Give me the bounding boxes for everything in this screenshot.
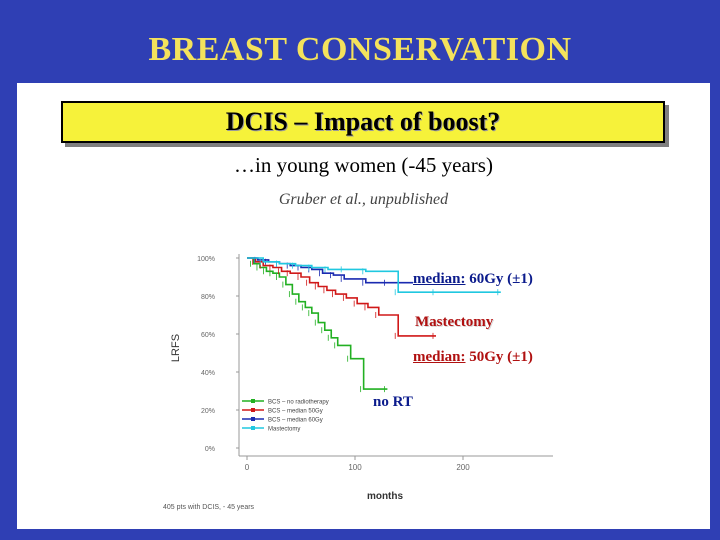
legend-marker <box>251 426 255 430</box>
annotation-median-60: median: 60Gy (±1) <box>413 270 533 288</box>
legend-label: BCS – median 50Gy <box>268 409 323 415</box>
annotation-no-rt: no RT <box>373 394 413 410</box>
km-curve <box>247 257 388 390</box>
citation: Gruber et al., unpublished <box>278 191 449 208</box>
chart-footnote: 405 pts with DCIS, - 45 years <box>163 504 255 511</box>
slide: BREAST CONSERVATION DCIS – Impact of boo… <box>7 7 713 533</box>
legend-label: Mastectomy <box>268 427 300 433</box>
chart-ticks: 0% 20% 40% 60% 80% 100% 0 100 200 <box>197 256 470 472</box>
chart-legend: BCS – no radiotherapy BCS – median 50Gy BC… <box>242 399 329 433</box>
y-tick-label: 40% <box>201 370 215 377</box>
slide-title: BREAST CONSERVATION <box>148 31 572 68</box>
legend-label: BCS – no radiotherapy <box>268 400 329 406</box>
subtitle-box: DCIS – Impact of boost? <box>61 101 665 143</box>
subheading: …in young women (-45 years) <box>234 153 493 177</box>
median-50-value: 50Gy (±1) <box>465 349 533 365</box>
legend-marker <box>251 408 255 412</box>
median-60-word: median: <box>413 271 466 287</box>
x-tick-label: 0 <box>245 463 250 472</box>
y-tick-label: 100% <box>197 256 215 263</box>
legend-marker <box>251 417 255 421</box>
chart-axes <box>238 254 553 457</box>
y-tick-label: 0% <box>205 446 215 453</box>
median-50-word: median: <box>413 349 466 365</box>
subtitle-text: DCIS – Impact of boost? <box>225 107 501 136</box>
km-chart: 0% 20% 40% 60% 80% 100% 0 100 200 BCS – no radio… <box>163 254 553 511</box>
legend-label: BCS – median 60Gy <box>268 418 323 424</box>
annotation-mastectomy: Mastectomy <box>415 313 494 331</box>
y-tick-label: 60% <box>201 332 215 339</box>
chart-curves <box>247 256 501 393</box>
y-tick-label: 20% <box>201 408 215 415</box>
annotation-median-50: median: 50Gy (±1) <box>413 348 533 366</box>
content-panel: DCIS – Impact of boost? …in young women … <box>17 83 710 529</box>
km-curve <box>247 257 436 337</box>
y-tick-label: 80% <box>201 294 215 301</box>
legend-marker <box>251 399 255 403</box>
x-tick-label: 100 <box>348 463 362 472</box>
y-axis-label: LRFS <box>170 334 182 362</box>
median-60-value: 60Gy (±1) <box>465 271 533 287</box>
x-axis-label: months <box>367 491 404 502</box>
x-tick-label: 200 <box>456 463 470 472</box>
